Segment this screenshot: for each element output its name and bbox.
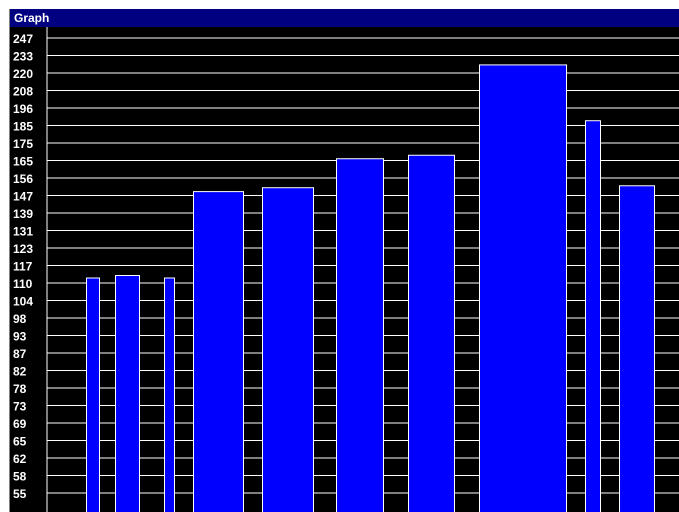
bar-5 xyxy=(262,187,314,512)
bar-4 xyxy=(193,191,244,512)
y-tick-label: 78 xyxy=(13,382,27,396)
y-tick-label: 165 xyxy=(13,155,33,169)
y-tick-label: 98 xyxy=(13,312,27,326)
bar-chart: 247 233 220 208 196 185 175 165 156 147 139 131 123 1… xyxy=(10,27,679,512)
bar-10 xyxy=(619,185,655,512)
y-tick-label: 117 xyxy=(13,260,33,274)
bar-3 xyxy=(164,277,175,512)
bar-layer xyxy=(86,64,655,512)
y-tick-label: 58 xyxy=(13,470,27,484)
bar-2 xyxy=(115,275,140,512)
y-tick-label: 104 xyxy=(13,295,33,309)
y-tick-label: 139 xyxy=(13,207,33,221)
y-tick-label: 65 xyxy=(13,435,27,449)
bar-8 xyxy=(479,64,567,512)
bar-9 xyxy=(585,120,601,512)
y-tick-label: 156 xyxy=(13,172,33,186)
y-tick-label: 69 xyxy=(13,417,27,431)
y-tick-label: 73 xyxy=(13,400,27,414)
y-tick-label: 110 xyxy=(13,277,33,291)
bar-6 xyxy=(336,158,384,512)
tick-label-layer: 247 233 220 208 196 185 175 165 156 147 139 131 123 1… xyxy=(13,32,33,501)
y-tick-label: 123 xyxy=(13,242,33,256)
graph-window: Graph 247 233 220 208 196 185 175 165 156 147 139 1… xyxy=(9,9,679,512)
y-tick-label: 147 xyxy=(13,190,33,204)
y-tick-label: 185 xyxy=(13,120,33,134)
y-tick-label: 62 xyxy=(13,452,27,466)
window-title: Graph xyxy=(10,9,679,27)
y-tick-label: 196 xyxy=(13,102,33,116)
y-tick-label: 87 xyxy=(13,347,27,361)
bar-1 xyxy=(86,277,100,512)
y-tick-label: 247 xyxy=(13,32,33,46)
y-tick-label: 208 xyxy=(13,85,33,99)
y-tick-label: 55 xyxy=(13,487,27,501)
bar-7 xyxy=(408,154,455,512)
y-tick-label: 233 xyxy=(13,50,33,64)
y-tick-label: 82 xyxy=(13,365,27,379)
y-tick-label: 93 xyxy=(13,330,27,344)
y-tick-label: 175 xyxy=(13,137,33,151)
chart-svg: 247 233 220 208 196 185 175 165 156 147 139 131 123 1… xyxy=(13,27,679,512)
y-tick-label: 131 xyxy=(13,225,33,239)
y-tick-label: 220 xyxy=(13,67,33,81)
